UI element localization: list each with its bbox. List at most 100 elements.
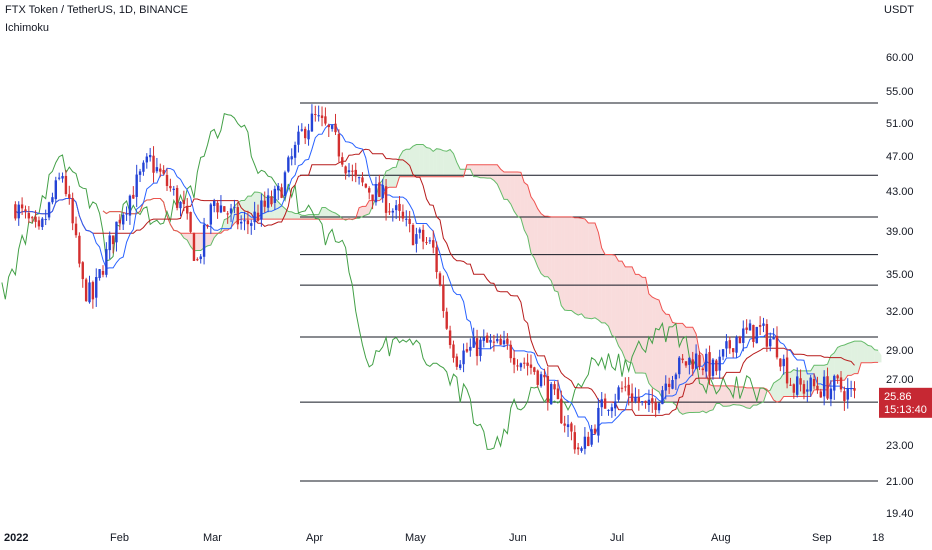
candle-body	[475, 338, 479, 357]
candle-body	[779, 358, 782, 367]
ichimoku-cloud-segment	[335, 213, 339, 220]
candle-body	[519, 363, 523, 368]
candle-body	[189, 211, 192, 232]
candle-body	[223, 206, 226, 212]
candle-body	[587, 436, 590, 447]
candle-body	[233, 206, 236, 208]
bar-countdown: 15:13:40	[884, 404, 927, 416]
candle-body	[576, 447, 580, 450]
y-tick-label: 51.00	[886, 118, 914, 130]
candle-body	[270, 196, 273, 205]
candle-body	[600, 399, 603, 408]
candle-body	[701, 368, 705, 371]
candle-body	[465, 349, 469, 352]
indicator-label[interactable]: Ichimoku	[5, 22, 50, 34]
candle-body	[239, 221, 243, 224]
ichimoku-cloud-segment	[621, 261, 626, 360]
candle-body	[47, 202, 51, 218]
candle-body	[401, 211, 405, 219]
ichimoku-cloud-segment	[571, 216, 575, 314]
candle-body	[175, 187, 179, 208]
candle-body	[496, 339, 499, 342]
candle-body	[839, 377, 843, 390]
candle-body	[435, 247, 438, 273]
candle-body	[806, 389, 809, 392]
candle-body	[256, 212, 260, 221]
ichimoku-cloud-segment	[776, 378, 781, 403]
ichimoku-cloud-segment	[524, 182, 528, 237]
ichimoku-cloud-segment	[399, 150, 403, 177]
candle-body	[300, 129, 304, 131]
candle-body	[644, 400, 647, 403]
ichimoku-cloud-segment	[386, 169, 390, 189]
candle-body	[209, 204, 213, 225]
candle-body	[492, 341, 496, 343]
ichimoku-cloud-segment	[867, 345, 872, 363]
candle-body	[678, 357, 681, 375]
ichimoku-cloud-segment	[291, 211, 296, 220]
ichimoku-cloud-segment	[709, 384, 713, 411]
candle-body	[24, 209, 27, 212]
candle-body	[667, 383, 671, 388]
candle-body	[482, 337, 485, 341]
candle-body	[526, 362, 529, 366]
ichimoku-cloud-segment	[530, 196, 535, 259]
candle-body	[523, 362, 526, 364]
cloud-layer	[102, 144, 882, 415]
candle-body	[516, 365, 519, 367]
ichimoku-cloud-segment	[456, 162, 461, 177]
candle-body	[357, 177, 361, 179]
candle-body	[374, 184, 378, 203]
candle-body	[671, 380, 674, 389]
candle-body	[307, 130, 310, 140]
candle-body	[283, 172, 287, 197]
candle-body	[148, 154, 152, 158]
candle-body	[479, 339, 482, 356]
candle-body	[627, 384, 630, 396]
candle-body	[135, 174, 138, 197]
candle-body	[159, 168, 162, 172]
candle-body	[398, 203, 401, 211]
ichimoku-cloud-segment	[514, 171, 518, 217]
candle-body	[698, 354, 701, 367]
ichimoku-cloud-segment	[719, 385, 724, 407]
ichimoku-cloud-segment	[466, 164, 471, 170]
candle-body	[155, 167, 159, 172]
ichimoku-cloud-segment	[750, 387, 754, 409]
ichimoku-cloud-segment	[662, 309, 666, 403]
ichimoku-cloud-segment	[628, 266, 633, 363]
x-tick-label: 18	[872, 532, 884, 544]
candle-body	[819, 391, 822, 398]
y-tick-label: 43.00	[886, 186, 914, 198]
candle-body	[459, 364, 462, 369]
y-tick-label: 29.00	[886, 345, 914, 357]
ichimoku-cloud-segment	[413, 144, 417, 177]
candle-body	[347, 170, 351, 173]
candle-body	[812, 378, 816, 387]
last-price-badge	[879, 387, 932, 418]
candle-body	[34, 216, 37, 222]
candle-body	[735, 336, 738, 353]
ichimoku-cloud-segment	[450, 149, 454, 177]
x-tick-label: Jul	[610, 532, 624, 544]
candle-body	[661, 390, 664, 405]
ichimoku-cloud-segment	[760, 387, 764, 404]
candle-body	[681, 358, 684, 361]
ichimoku-cloud-segment	[675, 323, 680, 412]
candle-body	[260, 200, 263, 220]
candle-body	[408, 218, 411, 224]
candle-body	[772, 336, 775, 340]
candle-body	[310, 113, 314, 132]
ichimoku-cloud-segment	[493, 164, 498, 185]
ichimoku-cloud-segment	[497, 164, 501, 192]
ichimoku-cloud-segment	[568, 216, 572, 311]
ichimoku-cloud-segment	[439, 149, 444, 177]
candle-body	[654, 402, 657, 410]
ichimoku-cloud-segment	[871, 346, 875, 363]
ichimoku-cloud-segment	[591, 222, 596, 319]
ichimoku-cloud-segment	[615, 255, 619, 347]
ichimoku-cloud-segment	[433, 148, 437, 177]
candle-body	[37, 220, 41, 227]
candle-body	[212, 201, 216, 207]
